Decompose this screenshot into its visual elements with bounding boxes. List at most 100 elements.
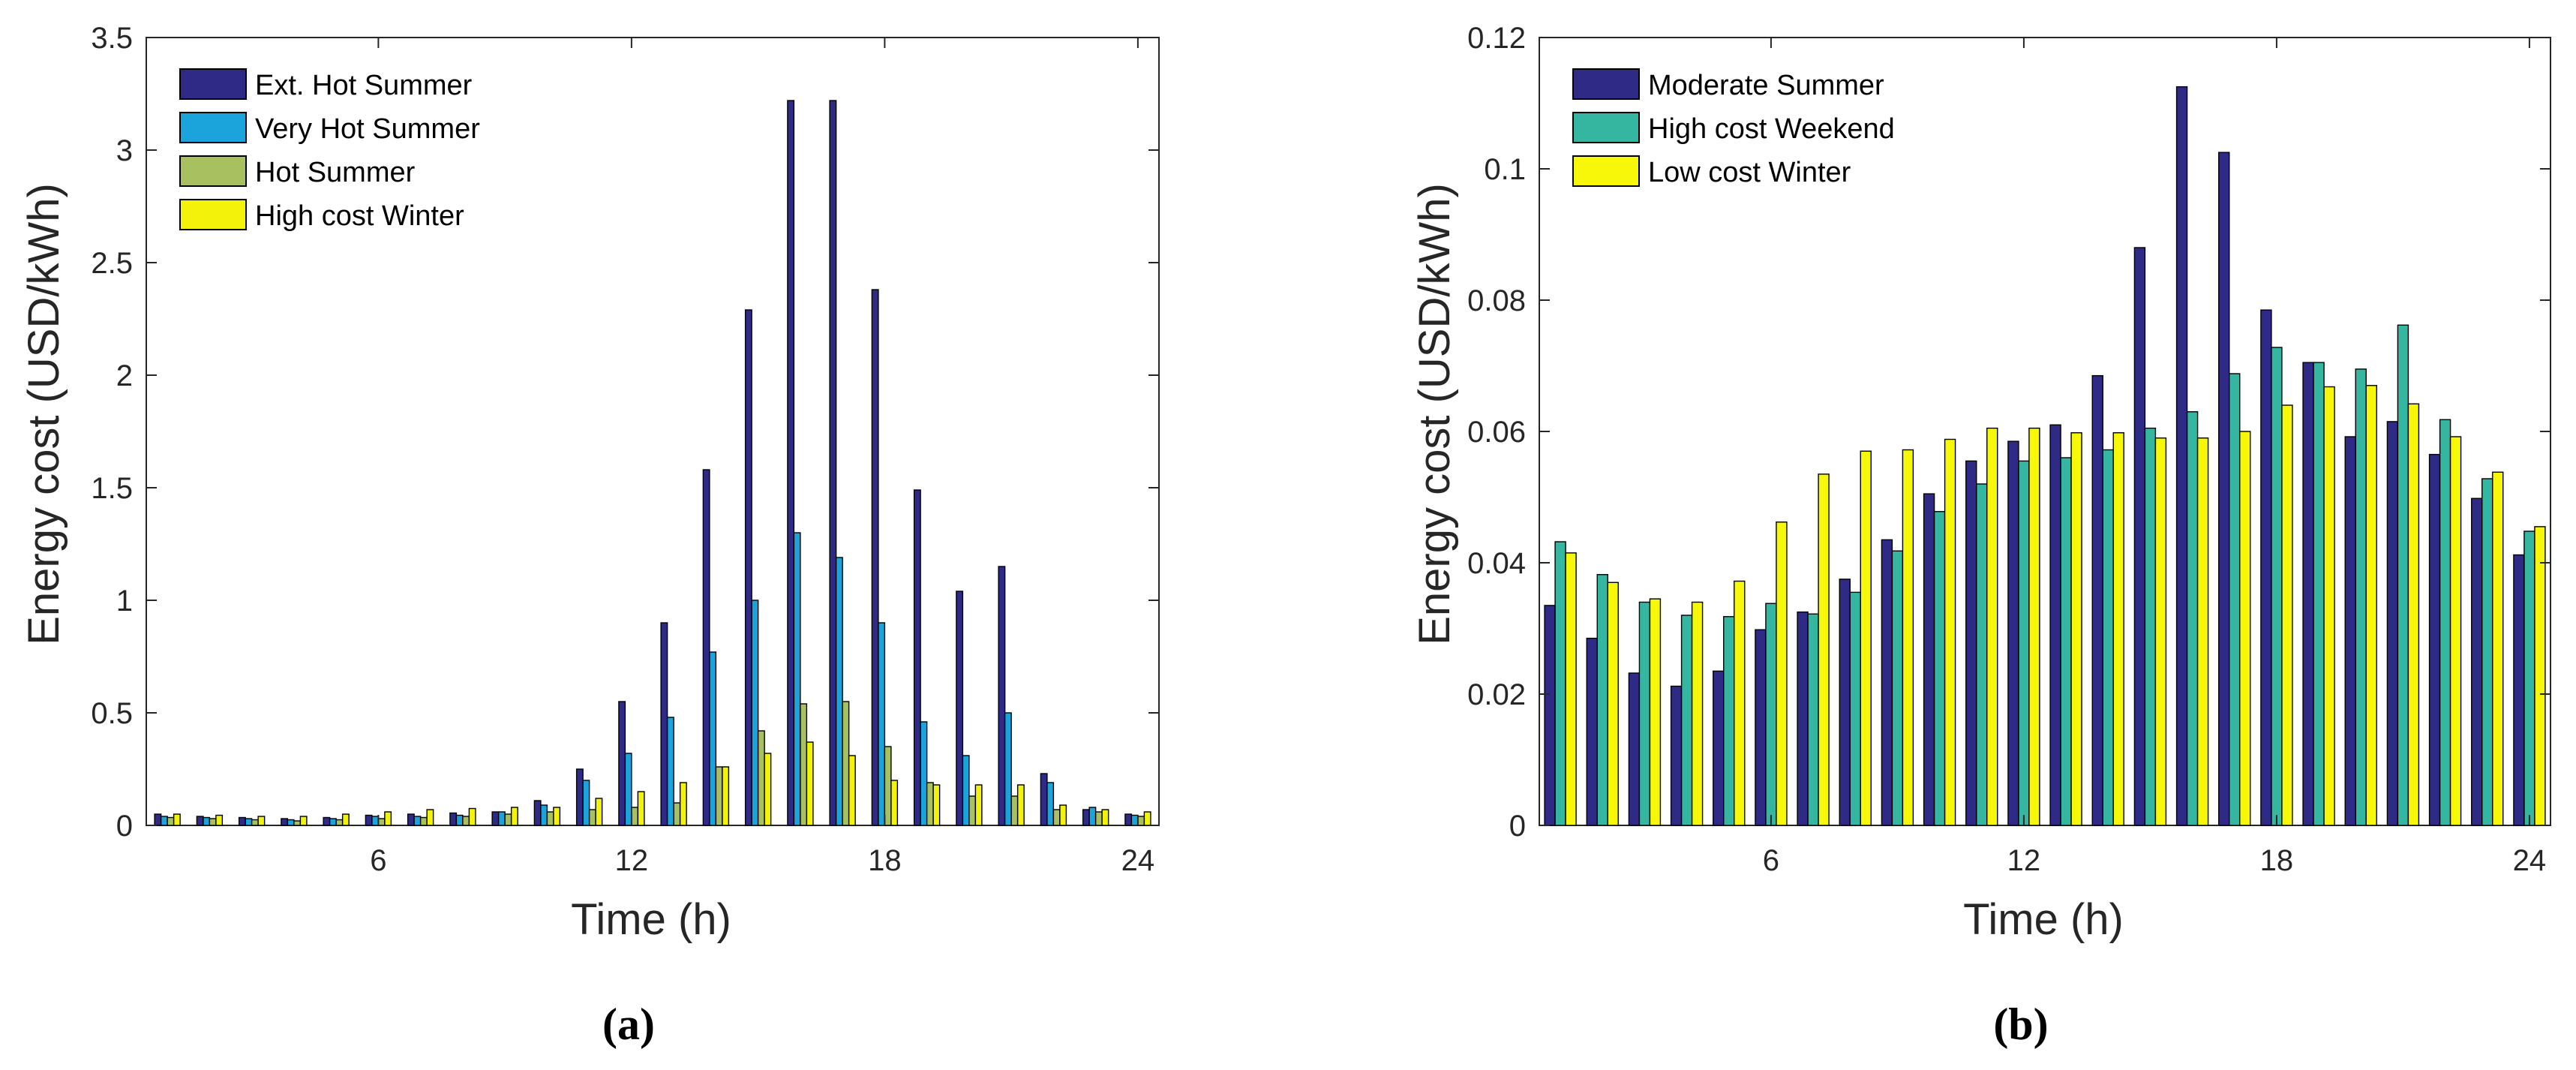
bar-high-cost-winter-3 [257,816,266,826]
bar-low-cost-winter-6 [1776,521,1788,826]
x-axis-title: Time (h) [1963,895,2124,944]
bar-very-hot-summer-22 [1046,782,1055,826]
y-tick-label: 3 [116,134,133,167]
chart-caption: (b) [1993,999,2048,1049]
bar-high-cost-weekend-10 [1933,511,1946,826]
chart-a: 0 0.5 1 1.5 2 2.5 3 3.5 6 12 18 24 Energy cost (US… [20,22,1160,1049]
x-tick-label: 12 [615,844,649,877]
bar-ext-hot-summer-11 [575,768,584,826]
bar-high-cost-weekend-5 [1723,616,1735,826]
y-tick-label: 1.5 [91,472,133,505]
bar-high-cost-winter-16 [806,741,814,826]
bar-high-cost-winter-2 [215,814,224,826]
bar-very-hot-summer-10 [540,804,548,826]
bar-ext-hot-summer-10 [533,800,542,826]
x-tick-label: 24 [1121,844,1155,877]
bar-moderate-summer-15 [2133,247,2146,826]
y-tick-label: 2.5 [91,247,133,280]
bar-high-cost-winter-22 [1059,804,1067,826]
bar-low-cost-winter-19 [2323,386,2335,826]
y-tick-label: 0.02 [1467,678,1526,711]
bar-high-cost-weekend-15 [2144,427,2157,826]
bar-high-cost-weekend-7 [1807,613,1819,826]
bar-moderate-summer-10 [1923,493,1935,826]
bar-high-cost-weekend-20 [2355,368,2367,826]
bar-hot-summer-12 [631,807,639,826]
bar-moderate-summer-11 [1965,460,1977,826]
bar-low-cost-winter-12 [2028,427,2040,826]
bar-very-hot-summer-7 [413,816,422,826]
bar-high-cost-winter-12 [637,791,645,826]
bar-very-hot-summer-11 [582,780,590,826]
bar-low-cost-winter-4 [1691,601,1704,826]
bar-moderate-summer-5 [1713,670,1725,826]
bar-high-cost-winter-4 [299,816,308,826]
bar-high-cost-weekend-14 [2102,449,2114,826]
y-tick-label: 1 [116,585,133,618]
bar-hot-summer-16 [800,703,808,826]
y-tick-label: 2 [116,359,133,392]
legend: Ext. Hot Summer Very Hot Summer Hot Summer… [179,68,480,232]
bar-hot-summer-6 [377,818,386,826]
bar-very-hot-summer-5 [329,818,337,826]
bar-high-cost-weekend-16 [2186,411,2199,826]
bar-ext-hot-summer-19 [913,489,921,826]
legend-swatch [1572,68,1640,100]
bar-ext-hot-summer-8 [449,812,458,826]
bar-hot-summer-4 [293,820,302,826]
bar-hot-summer-19 [926,782,934,826]
bar-hot-summer-2 [209,818,217,826]
bar-very-hot-summer-20 [962,755,970,826]
bar-ext-hot-summer-9 [491,811,500,826]
bar-high-cost-winter-20 [974,784,983,826]
bar-very-hot-summer-19 [920,721,928,826]
legend-swatch [179,155,247,187]
bar-ext-hot-summer-7 [407,813,415,826]
bar-low-cost-winter-1 [1565,552,1577,826]
bar-very-hot-summer-1 [160,816,168,826]
bar-very-hot-summer-16 [793,532,801,826]
bar-moderate-summer-3 [1628,672,1641,826]
bar-ext-hot-summer-17 [829,100,837,826]
bar-low-cost-winter-9 [1902,449,1914,826]
bar-low-cost-winter-15 [2154,437,2167,826]
bar-ext-hot-summer-23 [1082,809,1090,826]
bar-hot-summer-23 [1094,811,1103,826]
bar-low-cost-winter-13 [2070,432,2082,826]
bar-moderate-summer-7 [1797,611,1809,826]
bar-high-cost-winter-7 [426,809,434,826]
y-tick-label: 0 [1509,810,1526,843]
bar-ext-hot-summer-15 [744,309,752,826]
bar-high-cost-weekend-22 [2439,419,2451,826]
bar-high-cost-winter-11 [595,798,603,826]
bar-moderate-summer-4 [1670,685,1683,826]
bar-moderate-summer-18 [2260,309,2272,826]
bar-high-cost-winter-5 [341,813,350,826]
bar-low-cost-winter-14 [2112,432,2124,826]
y-axis-title: Energy cost (USD/kWh) [1410,183,1459,645]
bar-low-cost-winter-21 [2407,403,2420,826]
bar-hot-summer-9 [504,813,512,826]
bar-high-cost-weekend-6 [1765,603,1777,826]
bar-moderate-summer-2 [1586,637,1598,826]
legend-entry-label: Ext. Hot Summer [255,70,473,101]
bar-very-hot-summer-15 [751,600,759,826]
bar-moderate-summer-24 [2513,554,2525,826]
y-tick-label: 0.08 [1467,284,1526,317]
bar-ext-hot-summer-22 [1040,773,1048,826]
bar-moderate-summer-1 [1544,605,1556,826]
bar-low-cost-winter-20 [2365,385,2377,826]
bar-very-hot-summer-24 [1130,814,1139,826]
bar-very-hot-summer-21 [1004,712,1012,826]
bar-high-cost-winter-23 [1101,809,1109,826]
plot-area [146,37,1160,826]
legend: Moderate Summer High cost Weekend Low cost… [1572,68,1895,188]
bar-ext-hot-summer-5 [323,816,331,826]
bar-very-hot-summer-14 [709,651,717,826]
bar-hot-summer-13 [673,802,681,826]
bar-high-cost-weekend-8 [1849,591,1861,826]
bar-low-cost-winter-23 [2492,471,2504,826]
bar-ext-hot-summer-4 [281,818,289,826]
bar-hot-summer-14 [715,766,723,826]
bar-hot-summer-11 [588,809,596,826]
